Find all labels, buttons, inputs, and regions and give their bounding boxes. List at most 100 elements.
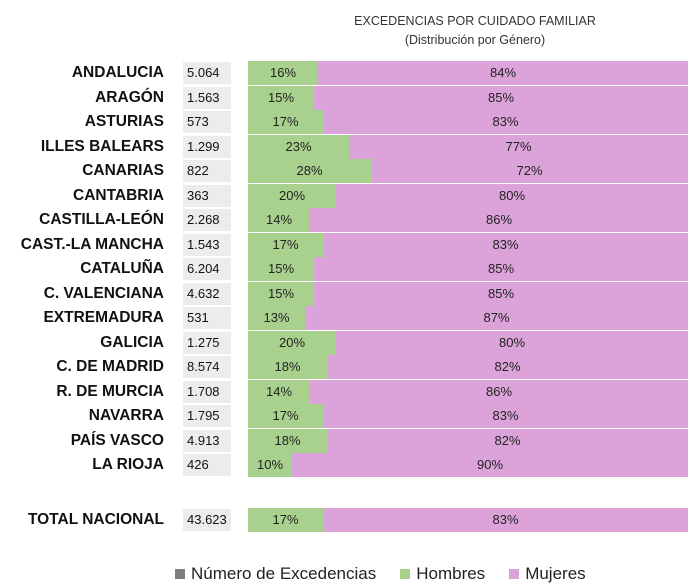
bar-segment-hombres: 15% [248,282,314,306]
row-0: ANDALUCIA 5.064 16% 84% [0,61,696,85]
bar-segment-hombres: 15% [248,257,314,281]
stacked-bar: 17% 83% [248,233,688,257]
category-label: CATALUÑA [80,260,164,277]
bar-segment-hombres: 23% [248,135,349,159]
bar-segment-mujeres: 83% [323,404,688,428]
bar-segment-mujeres: 85% [314,282,688,306]
row-8: CATALUÑA 6.204 15% 85% [0,257,696,281]
chart-subtitle: (Distribución por Género) [404,33,546,47]
category-label: EXTREMADURA [43,309,164,326]
bar-segment-hombres: 14% [248,380,310,404]
stacked-bar: 28% 72% [248,159,688,183]
stacked-bar: 14% 86% [248,208,688,232]
bar-segment-hombres: 16% [248,61,318,85]
bar-segment-mujeres: 84% [318,61,688,85]
bar-segment-mujeres: 80% [336,184,688,208]
count-value: 5.064 [183,62,231,84]
count-value: 426 [183,454,231,476]
bar-segment-hombres: 14% [248,208,310,232]
category-label: C. VALENCIANA [43,285,164,302]
bar-segment-mujeres: 83% [323,508,688,532]
category-label: LA RIOJA [92,456,164,473]
bar-segment-mujeres: 72% [371,159,688,183]
count-value: 6.204 [183,258,231,280]
count-value: 531 [183,307,231,329]
legend-item: Hombres [400,562,485,586]
bar-segment-mujeres: 86% [310,208,688,232]
bar-segment-hombres: 28% [248,159,371,183]
category-label: CAST.-LA MANCHA [20,236,164,253]
category-label: ASTURIAS [84,113,164,130]
row-16: LA RIOJA 426 10% 90% [0,453,696,477]
bar-segment-mujeres: 83% [323,233,688,257]
count-value: 822 [183,160,231,182]
row-12: C. DE MADRID 8.574 18% 82% [0,355,696,379]
legend-label: Número de Excedencias [191,564,377,583]
category-label: CANTABRIA [73,187,164,204]
bar-segment-hombres: 20% [248,184,336,208]
row-5: CANTABRIA 363 20% 80% [0,184,696,208]
bar-segment-hombres: 17% [248,404,323,428]
chart-title-block: EXCEDENCIAS POR CUIDADO FAMILIAR (Distri… [270,12,680,50]
count-value: 8.574 [183,356,231,378]
bar-segment-hombres: 17% [248,508,323,532]
category-label: TOTAL NACIONAL [27,511,164,528]
legend-item: Número de Excedencias [175,562,376,586]
bar-segment-hombres: 17% [248,110,323,134]
stacked-bar: 18% 82% [248,429,688,453]
bar-segment-hombres: 15% [248,86,314,110]
stacked-bar: 16% 84% [248,61,688,85]
count-value: 43.623 [183,509,231,531]
bar-segment-mujeres: 86% [310,380,688,404]
category-label: R. DE MURCIA [56,383,164,400]
stacked-bar: 14% 86% [248,380,688,404]
category-label: ILLES BALEARS [40,138,164,155]
bar-segment-mujeres: 82% [327,355,688,379]
count-value: 1.795 [183,405,231,427]
bar-segment-mujeres: 82% [327,429,688,453]
category-label: PAÍS VASCO [70,432,164,449]
bar-segment-mujeres: 90% [292,453,688,477]
stacked-bar: 17% 83% [248,110,688,134]
category-label: CANARIAS [82,162,164,179]
row-10: EXTREMADURA 531 13% 87% [0,306,696,330]
row-6: CASTILLA-LEÓN 2.268 14% 86% [0,208,696,232]
count-value: 363 [183,185,231,207]
count-value: 1.563 [183,87,231,109]
bar-segment-mujeres: 85% [314,257,688,281]
row-4: CANARIAS 822 28% 72% [0,159,696,183]
legend-swatch [175,568,185,579]
legend-swatch [509,568,520,579]
count-value: 4.632 [183,283,231,305]
stacked-bar: 18% 82% [248,355,688,379]
row-15: PAÍS VASCO 4.913 18% 82% [0,429,696,453]
bar-segment-hombres: 10% [248,453,292,477]
stacked-bar: 17% 83% [248,404,688,428]
row-13: R. DE MURCIA 1.708 14% 86% [0,380,696,404]
legend: Número de Excedencias Hombres Mujeres [175,562,610,586]
legend-item: Mujeres [509,562,586,586]
stacked-bar: 15% 85% [248,257,688,281]
count-value: 4.913 [183,430,231,452]
row-total: TOTAL NACIONAL 43.623 17% 83% [0,508,696,532]
row-7: CAST.-LA MANCHA 1.543 17% 83% [0,233,696,257]
row-9: C. VALENCIANA 4.632 15% 85% [0,282,696,306]
stacked-bar: 15% 85% [248,86,688,110]
legend-swatch [400,568,411,579]
bar-segment-hombres: 20% [248,331,336,355]
legend-label: Mujeres [525,564,586,583]
row-14: NAVARRA 1.795 17% 83% [0,404,696,428]
row-3: ILLES BALEARS 1.299 23% 77% [0,135,696,159]
bar-segment-hombres: 13% [248,306,305,330]
category-label: CASTILLA-LEÓN [39,211,164,228]
bar-segment-mujeres: 80% [336,331,688,355]
chart-title: EXCEDENCIAS POR CUIDADO FAMILIAR [354,14,596,28]
category-label: ANDALUCIA [71,64,164,81]
count-value: 2.268 [183,209,231,231]
category-label: NAVARRA [88,407,164,424]
category-label: C. DE MADRID [56,358,164,375]
legend-label: Hombres [416,564,486,583]
stacked-bar: 20% 80% [248,184,688,208]
row-1: ARAGÓN 1.563 15% 85% [0,86,696,110]
row-11: GALICIA 1.275 20% 80% [0,331,696,355]
